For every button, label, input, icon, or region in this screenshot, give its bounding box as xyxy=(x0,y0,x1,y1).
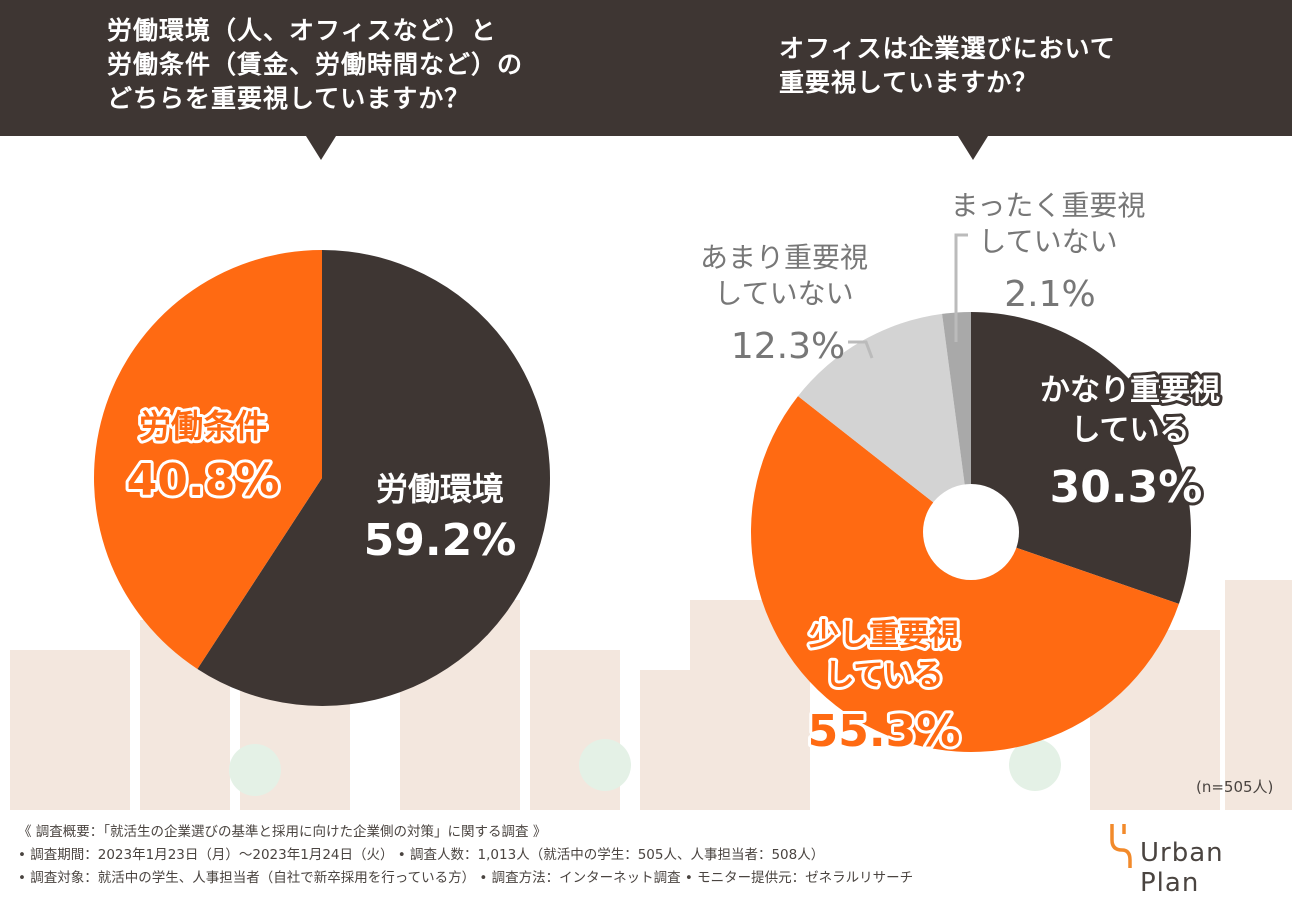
label-very-important-value: 30.3% xyxy=(1050,462,1203,513)
label-labor-environment-value: 59.2% xyxy=(364,515,517,566)
urban-plan-logo-icon xyxy=(1110,824,1132,868)
label-labor-conditions-value: 40.8% xyxy=(127,455,280,506)
left-question: 労働環境（人、オフィスなど）と 労働条件（賃金、労働時間など）の どちらを重要視… xyxy=(107,16,524,113)
label-labor-environment-name: 労働環境 xyxy=(376,470,504,508)
right-question: オフィスは企業選びにおいて 重要視していますか？ xyxy=(779,34,1116,97)
label-somewhat-important-line1: 少し重要視 xyxy=(809,618,959,653)
charts-canvas: 労働環境59.2%労働条件40.8%かなり重要視している30.3%少し重要視して… xyxy=(93,189,1223,757)
tree xyxy=(579,739,631,791)
label-somewhat-important-line2: している xyxy=(824,658,943,693)
tree xyxy=(1009,739,1061,791)
donut-hole xyxy=(923,484,1019,580)
building xyxy=(10,650,130,810)
slice-not-important-at-all xyxy=(942,312,971,532)
survey-period-line: • 調査期間：2023年1月23日（月）～2023年1月24日（火） • 調査人… xyxy=(18,847,825,863)
leader-line-not-important-at-all xyxy=(954,233,968,342)
label-very-important-line2: している xyxy=(1070,413,1189,448)
label-not-important-at-all-value: 2.1% xyxy=(1004,274,1095,315)
sample-size-note: (n=505人) xyxy=(1196,778,1274,796)
label-not-very-important-line2: していない xyxy=(714,277,853,310)
label-not-important-at-all-line1: まったく重要視 xyxy=(951,189,1146,222)
slice-labor-environment xyxy=(197,250,550,706)
survey-target-line: • 調査対象：就活中の学生、人事担当者（自社で新卒採用を行っている方） • 調査… xyxy=(18,870,914,886)
label-very-important-line1: かなり重要視 xyxy=(1040,373,1220,408)
label-not-important-at-all-line2: していない xyxy=(978,225,1117,258)
slice-very-important xyxy=(971,312,1191,604)
label-not-very-important-value: 12.3% xyxy=(731,326,845,367)
urban-plan-logo-text: Urban Plan xyxy=(1140,838,1224,898)
label-labor-conditions-name: 労働条件 xyxy=(139,407,267,445)
header-bar xyxy=(0,0,1292,136)
label-not-very-important-line1: あまり重要視 xyxy=(700,241,868,274)
building xyxy=(1225,580,1292,810)
city-skyline-background xyxy=(10,580,1292,810)
slice-not-very-important xyxy=(798,313,971,532)
survey-overview-title: 《 調査概要：「就活生の企業選びの基準と採用に向けた企業側の対策」に関する調査 … xyxy=(18,824,547,840)
tree xyxy=(229,744,281,796)
leader-line-not-very-important xyxy=(848,340,874,359)
slice-labor-conditions xyxy=(93,250,323,669)
label-somewhat-important-value: 55.3% xyxy=(808,706,961,757)
header-pointers xyxy=(306,136,988,160)
left-pointer xyxy=(306,136,336,160)
right-pointer xyxy=(958,136,988,160)
